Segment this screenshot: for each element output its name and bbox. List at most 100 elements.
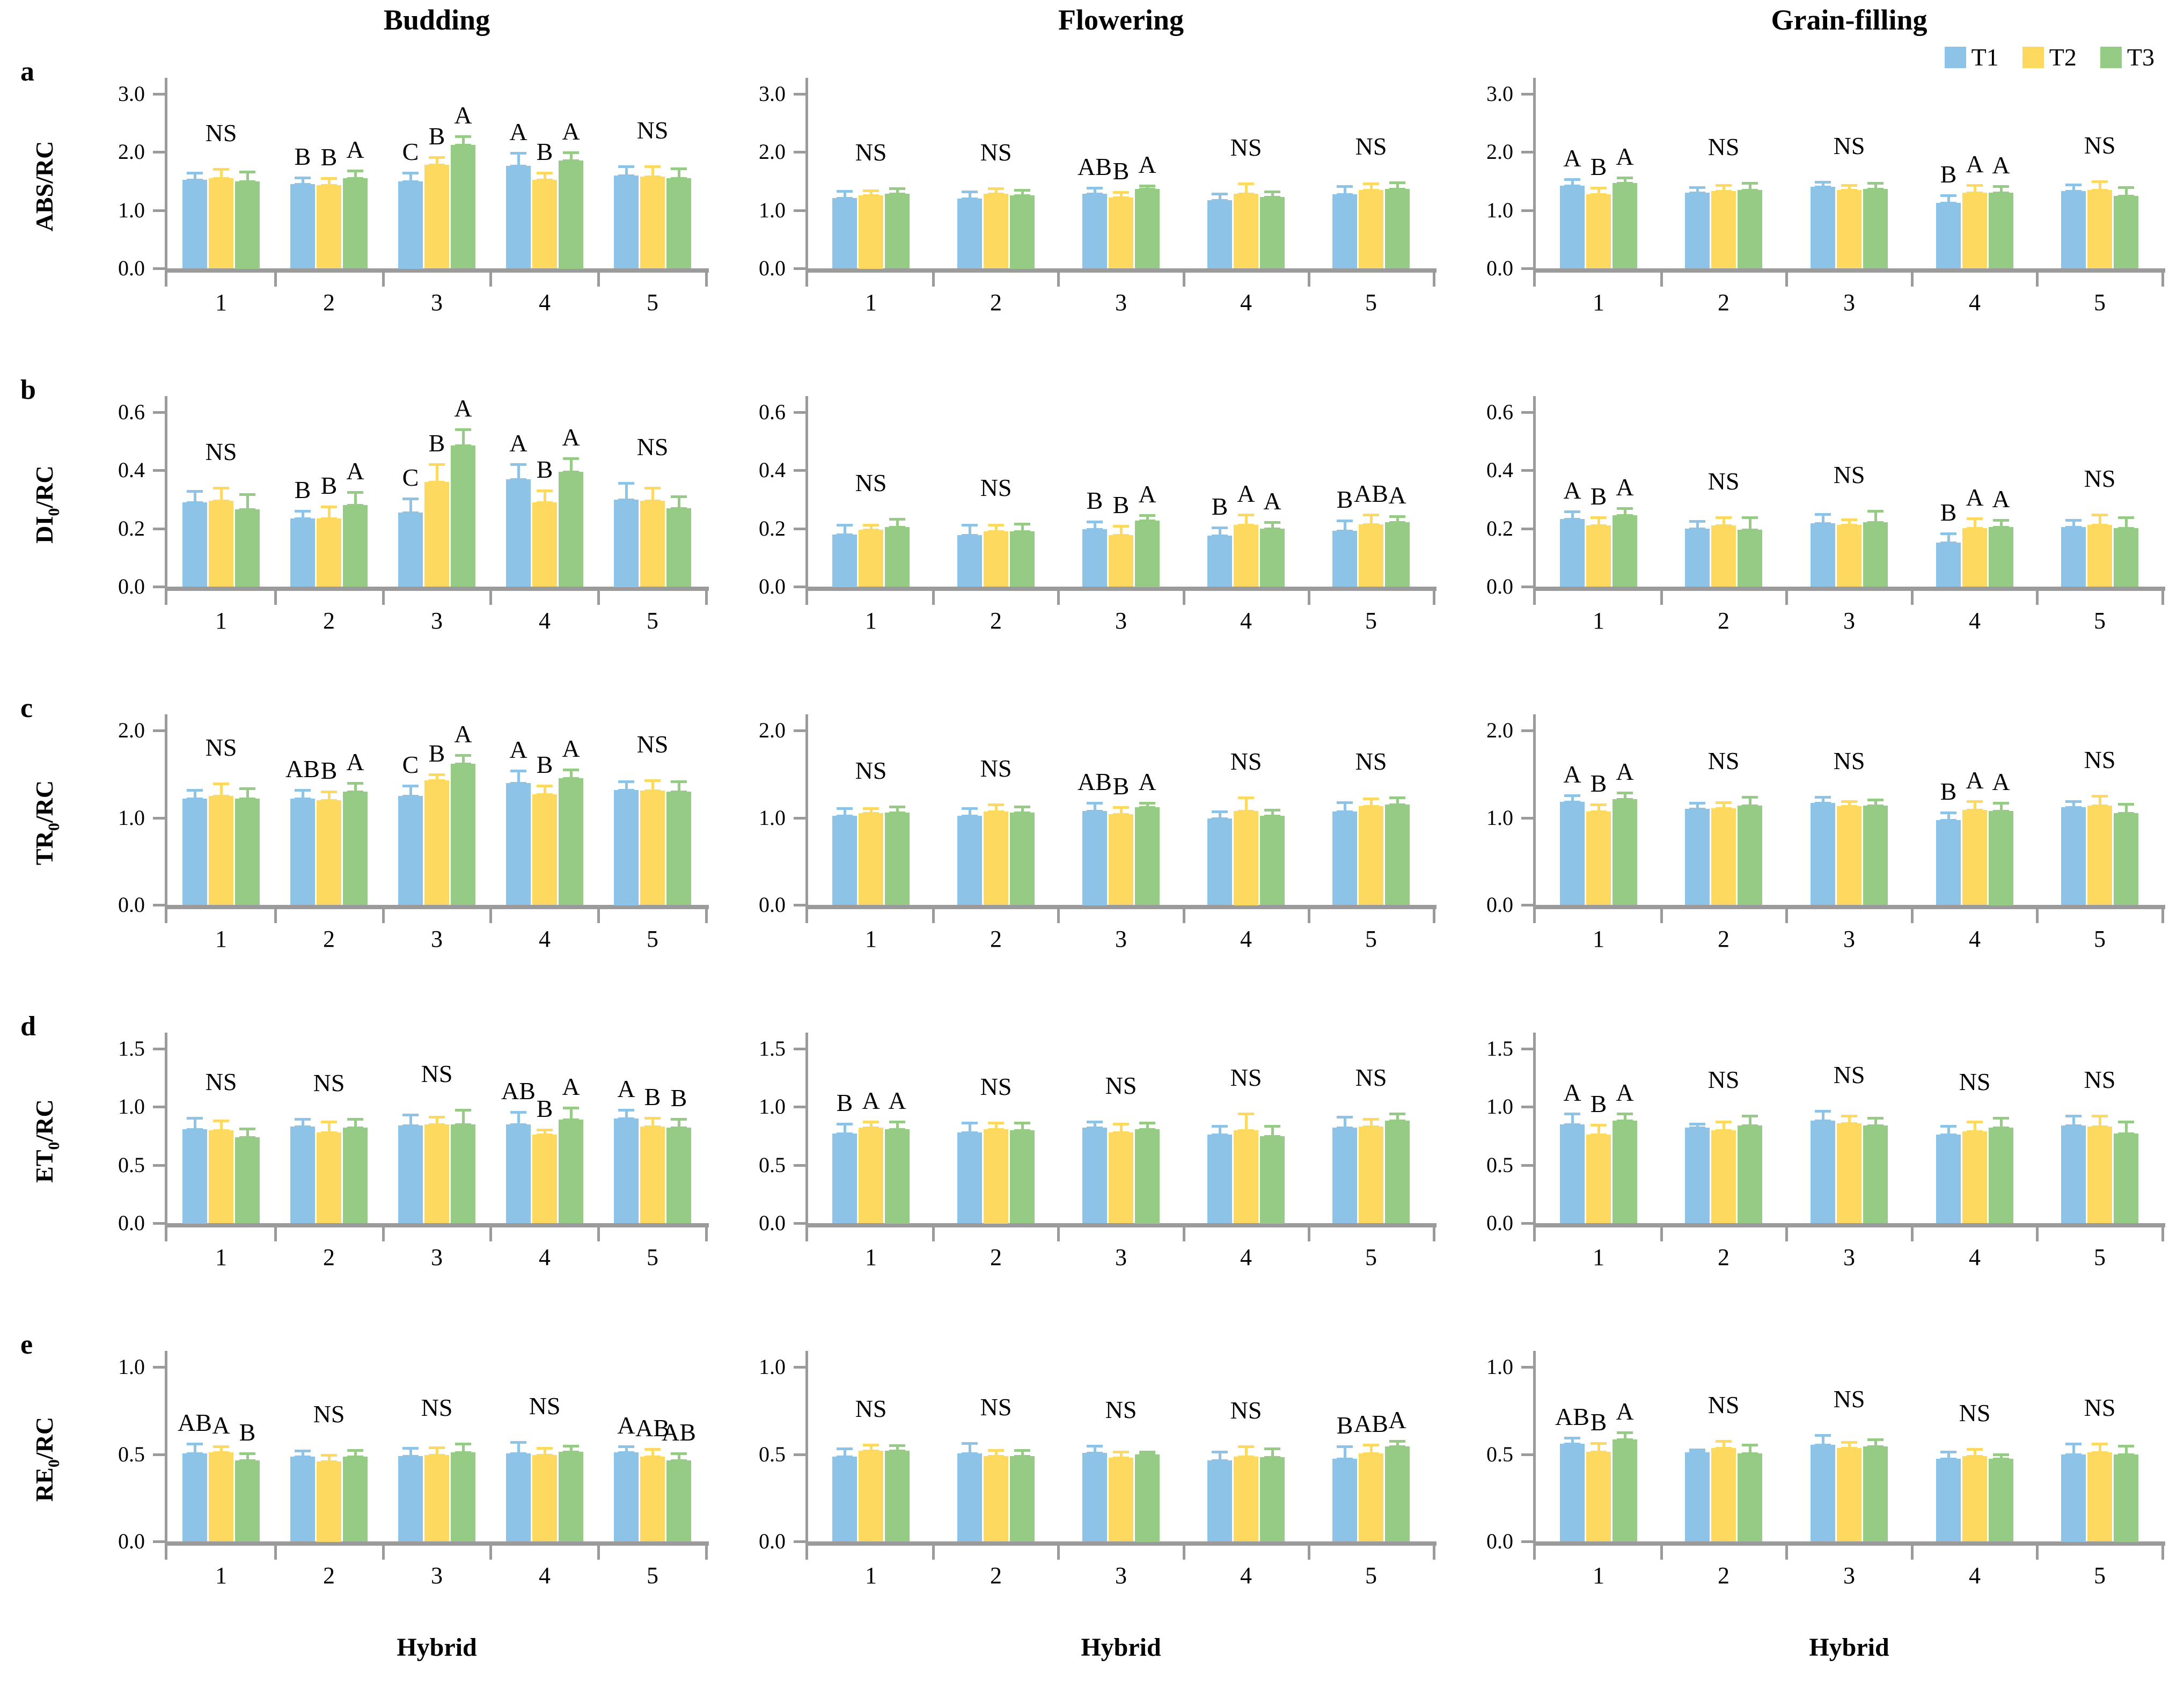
error-bar-top-cap bbox=[863, 807, 879, 810]
bar-T1-hybrid3 bbox=[1811, 1121, 1835, 1223]
sig-letter-T2-hybrid1: B bbox=[1590, 482, 1607, 510]
error-bar-top-cap bbox=[1113, 525, 1129, 528]
y-tick-mark bbox=[1521, 817, 1536, 820]
x-tick-label-hybrid-4: 4 bbox=[1240, 1562, 1252, 1589]
error-bar-line bbox=[1120, 809, 1123, 814]
bar-T2-hybrid1 bbox=[859, 1128, 883, 1223]
sig-ns-hybrid1: NS bbox=[855, 757, 887, 784]
x-tick-label-hybrid-4: 4 bbox=[539, 1244, 551, 1270]
error-bar-bottom-cap bbox=[1564, 1123, 1580, 1126]
error-bar-top-cap bbox=[618, 1445, 634, 1448]
bar-T2-hybrid5 bbox=[1359, 1453, 1383, 1541]
sig-ns-hybrid5: NS bbox=[636, 116, 669, 144]
error-bar-bottom-cap bbox=[402, 795, 419, 798]
error-bar-top-cap bbox=[321, 791, 337, 793]
error-bar-line bbox=[1571, 1115, 1574, 1124]
error-bar-top-cap bbox=[2092, 1443, 2108, 1445]
bar-T3-hybrid3 bbox=[451, 145, 475, 268]
bar-T2-hybrid3 bbox=[1837, 190, 1861, 268]
bar-T2-hybrid2 bbox=[317, 185, 341, 268]
error-bar-line bbox=[1271, 524, 1274, 529]
error-bar-top-cap bbox=[644, 1448, 661, 1451]
sig-ns-hybrid3: NS bbox=[1833, 132, 1865, 159]
error-bar-top-cap bbox=[1617, 177, 1633, 179]
y-tick-mark bbox=[1521, 1164, 1536, 1167]
bar-T3-hybrid5 bbox=[666, 178, 691, 268]
y-axis-d-budding bbox=[165, 1033, 167, 1241]
error-bar-top-cap bbox=[429, 1446, 445, 1449]
error-bar-line bbox=[1094, 1123, 1096, 1128]
y-tick-mark bbox=[1521, 469, 1536, 472]
x-tick-label-hybrid-4: 4 bbox=[539, 1562, 551, 1589]
error-bar-line bbox=[896, 808, 899, 813]
bar-T1-hybrid3 bbox=[398, 513, 423, 587]
bar-T3-hybrid3 bbox=[1135, 807, 1160, 905]
x-tick-mark bbox=[2161, 273, 2164, 287]
error-bar-bottom-cap bbox=[1113, 1457, 1129, 1459]
x-tick-mark bbox=[1911, 1227, 1914, 1241]
error-bar-line bbox=[2072, 522, 2075, 527]
error-bar-line bbox=[1723, 1443, 1725, 1448]
y-tick-mark bbox=[794, 469, 808, 472]
sig-letter-T2-hybrid4: B bbox=[536, 1095, 553, 1122]
bar-T3-hybrid1 bbox=[885, 527, 910, 587]
y-tick-label: 0.5 bbox=[1486, 1442, 1513, 1466]
error-bar-line bbox=[1597, 189, 1600, 195]
bar-T2-hybrid1 bbox=[859, 1451, 883, 1541]
error-bar-bottom-cap bbox=[239, 1459, 255, 1462]
x-tick-mark bbox=[705, 1546, 708, 1560]
sig-ns-hybrid2: NS bbox=[980, 755, 1012, 782]
sig-ns-hybrid5: NS bbox=[2084, 1066, 2116, 1093]
bar-T2-hybrid2 bbox=[984, 811, 1008, 905]
bar-T2-hybrid5 bbox=[640, 501, 665, 587]
x-tick-label-hybrid-1: 1 bbox=[865, 289, 877, 316]
bar-T1-hybrid2 bbox=[957, 816, 982, 905]
error-bar-bottom-cap bbox=[1087, 1452, 1103, 1454]
error-bar-bottom-cap bbox=[671, 1459, 687, 1462]
y-tick-label: 0.5 bbox=[759, 1442, 786, 1466]
x-tick-mark bbox=[1785, 1227, 1788, 1241]
bar-T2-hybrid1 bbox=[1586, 1135, 1611, 1223]
sig-letter-T3-hybrid5: A bbox=[1388, 481, 1406, 509]
error-bar-bottom-cap bbox=[1212, 535, 1228, 537]
error-bar-top-cap bbox=[347, 1118, 363, 1121]
error-bar-top-cap bbox=[1014, 1449, 1030, 1452]
error-bar-top-cap bbox=[455, 1109, 471, 1112]
error-bar-line bbox=[462, 757, 465, 764]
error-bar-top-cap bbox=[1742, 1444, 1758, 1446]
bar-T2-hybrid3 bbox=[1109, 535, 1133, 587]
error-bar-line bbox=[544, 1450, 546, 1455]
error-bar-bottom-cap bbox=[1815, 802, 1831, 805]
error-bar-line bbox=[1021, 808, 1024, 813]
x-tick-label-hybrid-2: 2 bbox=[323, 1562, 335, 1589]
error-bar-bottom-cap bbox=[1841, 1122, 1857, 1125]
error-bar-bottom-cap bbox=[537, 501, 553, 504]
error-bar-line bbox=[2125, 519, 2128, 528]
sig-letter-T3-hybrid4: A bbox=[562, 118, 580, 145]
error-bar-bottom-cap bbox=[1363, 1125, 1379, 1128]
x-tick-mark bbox=[1433, 909, 1435, 923]
error-bar-bottom-cap bbox=[837, 815, 853, 817]
error-bar-bottom-cap bbox=[988, 530, 1004, 533]
error-bar-bottom-cap bbox=[321, 184, 337, 187]
x-tick-label-hybrid-4: 4 bbox=[1969, 289, 1981, 316]
error-bar-bottom-cap bbox=[962, 1452, 978, 1455]
error-bar-line bbox=[1245, 1115, 1248, 1130]
error-bar-line bbox=[1245, 185, 1248, 194]
error-bar-top-cap bbox=[2118, 803, 2134, 806]
error-bar-bottom-cap bbox=[644, 500, 661, 502]
error-bar-line bbox=[995, 1124, 998, 1129]
error-bar-line bbox=[2125, 1447, 2128, 1454]
error-bar-top-cap bbox=[563, 457, 579, 460]
error-bar-top-cap bbox=[1742, 796, 1758, 799]
error-bar-bottom-cap bbox=[1363, 189, 1379, 192]
y-tick-label: 0.4 bbox=[1486, 458, 1513, 482]
x-tick-mark bbox=[1057, 1227, 1060, 1241]
error-bar-top-cap bbox=[1742, 182, 1758, 185]
y-tick-mark bbox=[794, 1453, 808, 1456]
sig-letter-T3-hybrid3: A bbox=[1138, 768, 1156, 795]
error-bar-line bbox=[969, 810, 971, 816]
sig-letter-T2-hybrid5: AB bbox=[635, 1414, 670, 1442]
error-bar-line bbox=[1597, 519, 1600, 525]
x-tick-mark bbox=[1057, 1546, 1060, 1560]
